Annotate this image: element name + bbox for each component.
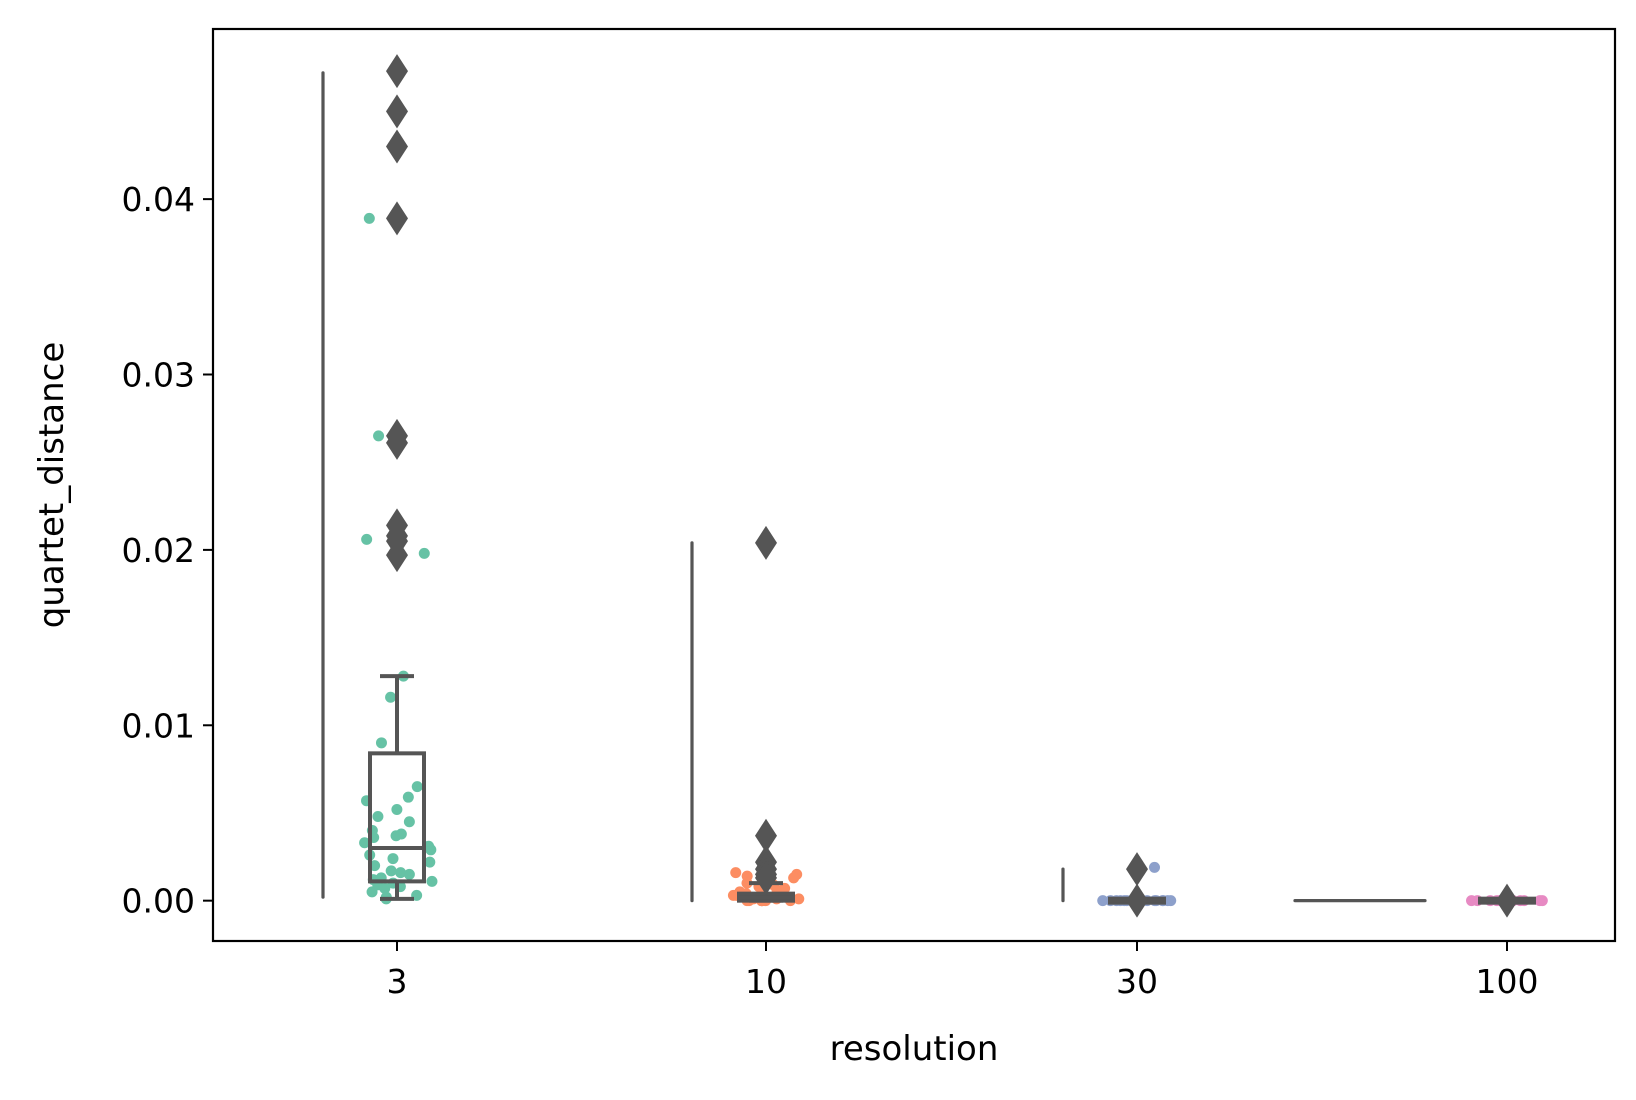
y-axis: 0.00 0.01 0.02 0.03 0.04	[122, 180, 213, 921]
strip-point	[1148, 861, 1160, 873]
y-tick-label: 0.04	[122, 180, 195, 219]
strip-point	[372, 810, 384, 822]
strip-point	[411, 781, 423, 793]
outlier-marker	[386, 129, 408, 164]
outlier-marker	[1496, 883, 1518, 918]
strip-point	[375, 737, 387, 749]
plot-frame	[211, 27, 1617, 943]
y-tick-label: 0.00	[122, 882, 195, 921]
plot-marks	[321, 54, 1548, 918]
strip-point	[403, 816, 415, 828]
strip-point	[402, 791, 414, 803]
x-tick-label: 10	[745, 962, 787, 1001]
outlier-marker	[755, 818, 777, 853]
strip-point	[424, 856, 436, 868]
outlier-marker	[1126, 852, 1148, 887]
outlier-marker	[386, 425, 408, 460]
x-axis-label: resolution	[830, 1029, 999, 1069]
strip-point	[366, 886, 378, 898]
y-tick-label: 0.01	[122, 706, 195, 745]
outlier-marker	[386, 94, 408, 129]
strip-point	[385, 691, 397, 703]
strip-point	[418, 547, 430, 559]
outlier-marker	[386, 201, 408, 236]
strip-point	[727, 889, 739, 901]
strip-point	[425, 844, 437, 856]
strip-point	[361, 533, 373, 545]
outlier-marker	[386, 54, 408, 89]
strip-point	[359, 837, 371, 849]
strip-point	[385, 865, 397, 877]
outlier-marker	[755, 525, 777, 560]
strip-point	[379, 882, 391, 894]
strip-point	[1536, 895, 1548, 907]
strip-point	[788, 872, 800, 884]
x-tick-label: 3	[387, 962, 408, 1001]
y-tick-label: 0.02	[122, 531, 195, 570]
outlier-marker	[1126, 883, 1148, 918]
strip-point	[387, 853, 399, 865]
strip-point	[741, 877, 753, 889]
strip-point	[403, 868, 415, 880]
x-tick-label: 100	[1476, 962, 1539, 1001]
strip-point	[793, 893, 805, 905]
box	[368, 751, 426, 884]
strip-point	[730, 867, 742, 879]
strip-point	[390, 830, 402, 842]
strip-point	[426, 875, 438, 887]
y-tick-label: 0.03	[122, 356, 195, 395]
y-axis-label: quartet_distance	[32, 342, 72, 629]
outlier-marker	[755, 860, 777, 895]
strip-point	[1097, 895, 1109, 907]
strip-point	[391, 803, 403, 815]
strip-point	[363, 212, 375, 224]
x-tick-label: 30	[1116, 962, 1158, 1001]
x-axis: 3 10 30 100	[387, 941, 1539, 1001]
outlier-marker	[386, 538, 408, 573]
strip-point	[373, 430, 385, 442]
strip-point	[395, 867, 407, 879]
